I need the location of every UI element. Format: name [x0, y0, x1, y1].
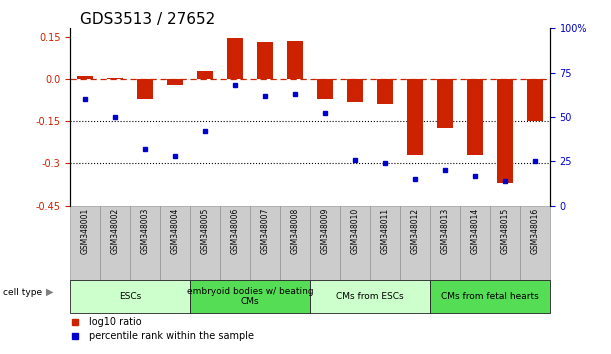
Text: GSM348002: GSM348002 — [111, 208, 120, 254]
Bar — [70, 280, 190, 313]
Bar — [167, 79, 183, 85]
Text: GSM348008: GSM348008 — [291, 208, 299, 254]
Text: GSM348011: GSM348011 — [381, 208, 390, 254]
Text: GDS3513 / 27652: GDS3513 / 27652 — [80, 12, 215, 27]
Text: GSM348015: GSM348015 — [500, 208, 510, 254]
Bar — [220, 206, 250, 280]
Bar — [377, 79, 393, 104]
Bar — [407, 79, 423, 155]
Text: GSM348007: GSM348007 — [261, 208, 269, 254]
Bar — [137, 79, 153, 99]
Bar — [257, 42, 273, 79]
Bar — [490, 206, 520, 280]
Bar — [310, 206, 340, 280]
Bar — [437, 79, 453, 128]
Bar — [287, 41, 303, 79]
Text: ▶: ▶ — [46, 287, 53, 297]
Bar — [400, 206, 430, 280]
Text: GSM348009: GSM348009 — [321, 208, 329, 254]
Bar — [497, 79, 513, 183]
Text: GSM348001: GSM348001 — [81, 208, 90, 254]
Text: CMs from fetal hearts: CMs from fetal hearts — [441, 292, 539, 301]
Bar — [347, 79, 364, 102]
Bar — [460, 206, 490, 280]
Bar — [70, 206, 100, 280]
Text: log10 ratio: log10 ratio — [89, 316, 142, 326]
Bar — [190, 206, 220, 280]
Bar — [527, 79, 543, 121]
Text: GSM348016: GSM348016 — [530, 208, 540, 254]
Bar — [190, 280, 310, 313]
Bar — [107, 78, 123, 79]
Bar — [250, 206, 280, 280]
Text: GSM348014: GSM348014 — [470, 208, 480, 254]
Text: GSM348003: GSM348003 — [141, 208, 150, 254]
Bar — [77, 76, 93, 79]
Text: cell type: cell type — [3, 287, 42, 297]
Bar — [467, 79, 483, 155]
Bar — [130, 206, 160, 280]
Bar — [340, 206, 370, 280]
Bar — [197, 70, 213, 79]
Bar — [520, 206, 550, 280]
Bar — [370, 206, 400, 280]
Text: GSM348010: GSM348010 — [351, 208, 359, 254]
Bar — [280, 206, 310, 280]
Bar — [160, 206, 190, 280]
Bar — [430, 280, 550, 313]
Text: GSM348012: GSM348012 — [411, 208, 420, 254]
Text: percentile rank within the sample: percentile rank within the sample — [89, 331, 254, 341]
Text: GSM348004: GSM348004 — [170, 208, 180, 254]
Text: GSM348006: GSM348006 — [230, 208, 240, 254]
Text: embryoid bodies w/ beating
CMs: embryoid bodies w/ beating CMs — [187, 287, 313, 307]
Bar — [430, 206, 460, 280]
Text: GSM348013: GSM348013 — [441, 208, 450, 254]
Text: CMs from ESCs: CMs from ESCs — [336, 292, 404, 301]
Text: ESCs: ESCs — [119, 292, 141, 301]
Text: GSM348005: GSM348005 — [200, 208, 210, 254]
Bar — [317, 79, 334, 99]
Bar — [310, 280, 430, 313]
Bar — [100, 206, 130, 280]
Bar — [227, 38, 243, 79]
